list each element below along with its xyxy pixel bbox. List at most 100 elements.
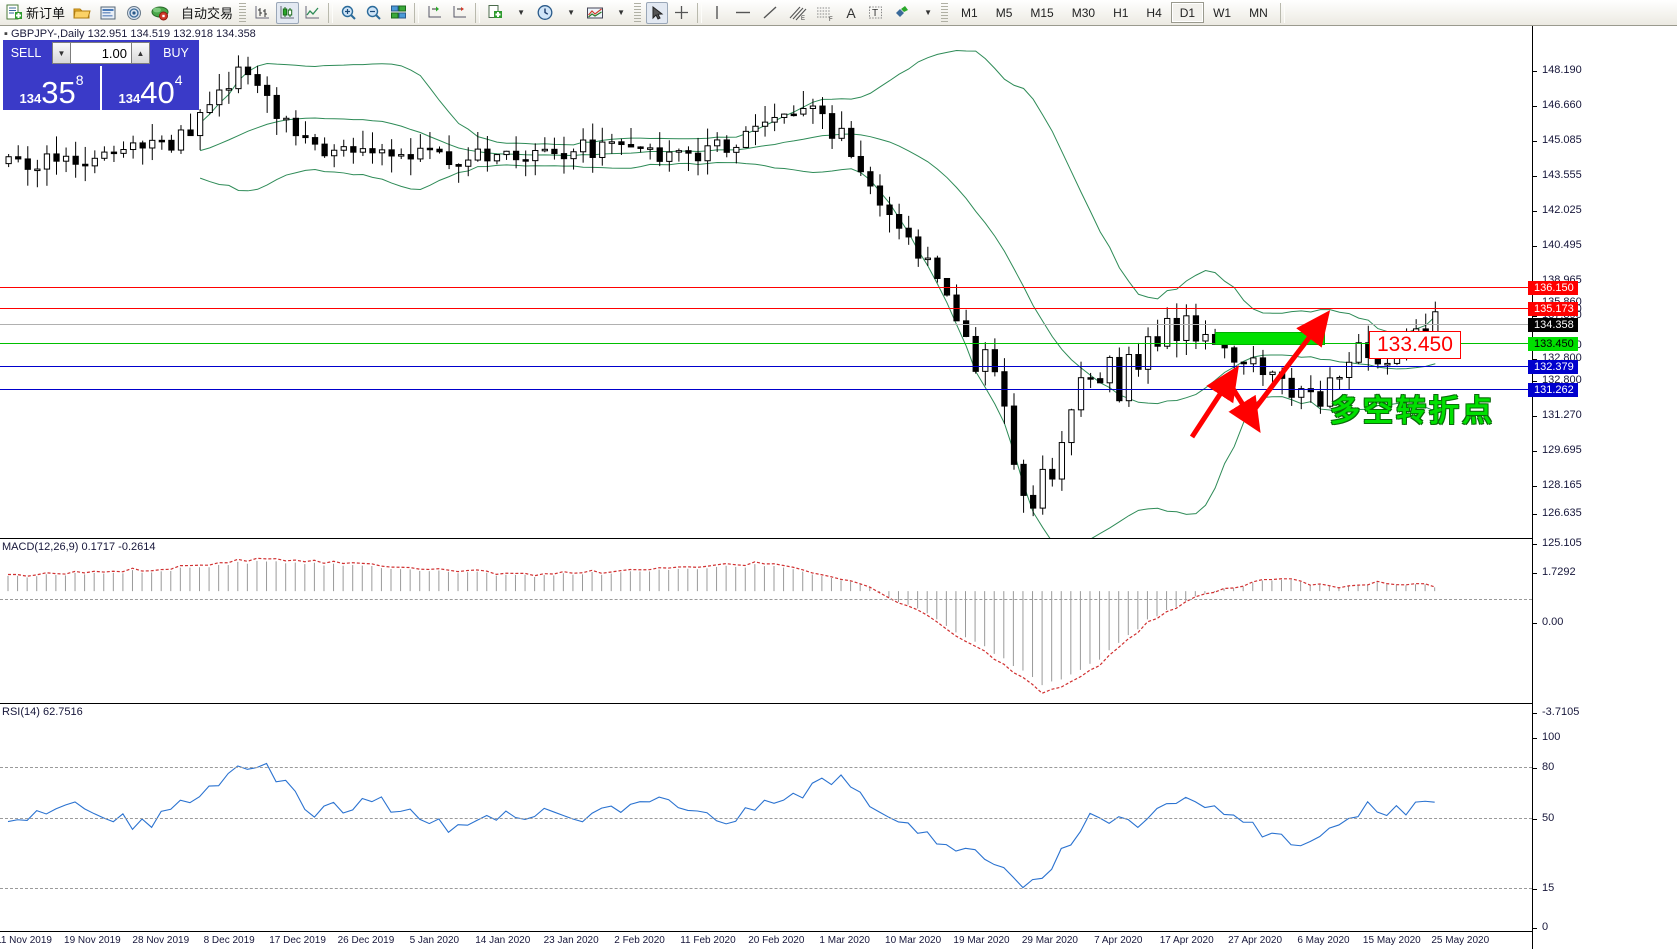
price-scale[interactable]: 148.190 146.660 145.085 143.555 142.025 … [1528, 26, 1677, 949]
level-line-136150[interactable] [0, 287, 1532, 288]
candle-body [532, 150, 539, 162]
candle-body [197, 112, 204, 137]
indicators-icon[interactable] [583, 2, 607, 24]
candle-body [15, 156, 22, 160]
timeframe-mn[interactable]: MN [1249, 5, 1268, 20]
candle-body [436, 148, 443, 153]
rsi-tick-80: 80 [1533, 761, 1554, 773]
candle-body [177, 129, 185, 151]
candle-body [1030, 494, 1037, 509]
equidistant-channel-icon[interactable]: E [784, 2, 810, 24]
line-chart-icon[interactable] [301, 2, 324, 24]
toolbar-grip[interactable] [239, 3, 247, 22]
shapes-icon[interactable] [889, 2, 914, 24]
price-annotation-box[interactable]: 133.450 [1369, 331, 1461, 359]
candle-body [1269, 371, 1276, 376]
candle-body [771, 116, 778, 123]
highlight-zone-rectangle[interactable] [1215, 332, 1325, 345]
sell-button[interactable]: SELL [3, 40, 49, 66]
chevron-down-icon-2[interactable]: ▼ [567, 8, 575, 17]
timeframe-m5[interactable]: M5 [995, 5, 1013, 20]
market-icon[interactable] [148, 2, 173, 24]
buy-button[interactable]: BUY [153, 40, 199, 66]
candle-body [1097, 378, 1104, 384]
candle-body [1068, 409, 1075, 444]
price-tag-136150[interactable]: 136.150 [1528, 281, 1578, 295]
level-line-131262[interactable] [0, 389, 1532, 390]
candle-body [206, 104, 213, 114]
timeframe-h4[interactable]: H4 [1146, 5, 1162, 20]
periods-icon[interactable] [533, 2, 557, 24]
data-window-icon[interactable] [484, 2, 507, 24]
rsi-level-50 [0, 818, 1532, 819]
timeframe-d1[interactable]: D1 [1170, 2, 1205, 23]
candle-body [1231, 347, 1238, 363]
bb-middle [199, 117, 1436, 405]
signals-icon[interactable] [122, 2, 146, 24]
price-tick: 128.165 [1533, 479, 1582, 491]
candle-chart-icon[interactable] [276, 1, 300, 24]
chart-end-shift-icon[interactable] [448, 2, 471, 24]
price-tag-132379[interactable]: 132.379 [1528, 360, 1578, 374]
chart-shift-icon[interactable] [387, 2, 410, 24]
buy-price-quote[interactable]: 134 40 4 [100, 66, 199, 110]
toolbar-grip-2[interactable] [634, 3, 642, 22]
price-tag-133450[interactable]: 133.450 [1528, 337, 1578, 351]
price-tag-135173[interactable]: 135.173 [1528, 302, 1578, 316]
timeframe-h1[interactable]: H1 [1113, 5, 1129, 20]
candle-body [1288, 377, 1295, 398]
chevron-down-icon-3[interactable]: ▼ [617, 8, 625, 17]
sell-price-quote[interactable]: 134 35 8 [3, 66, 100, 110]
timeframe-w1[interactable]: W1 [1213, 5, 1232, 20]
chart-window[interactable]: ▪ GBPJPY-,Daily 132.951 134.519 132.918 … [0, 26, 1677, 949]
timeframe-m15[interactable]: M15 [1030, 5, 1054, 20]
timeframe-m30[interactable]: M30 [1071, 5, 1096, 20]
candle-body [484, 148, 491, 162]
trendline-icon[interactable] [758, 2, 782, 24]
timeframe-m1[interactable]: M1 [961, 5, 978, 20]
candle-body [101, 151, 108, 159]
candle-body [580, 139, 587, 153]
chevron-down-icon[interactable]: ▼ [517, 8, 525, 17]
vline-icon[interactable] [706, 2, 728, 24]
zoom-in-icon[interactable] [337, 2, 360, 24]
volume-stepper[interactable]: ▼ 1.00 ▲ [49, 40, 153, 66]
candle-body [244, 66, 252, 76]
chinese-annotation-text[interactable]: 多空转折点 [1330, 394, 1495, 429]
date-tick-label: 11 Nov 2019 [0, 935, 52, 946]
price-plot [5, 49, 1439, 538]
date-tick-label: 19 Mar 2020 [953, 935, 1010, 946]
crosshair-icon[interactable] [670, 2, 693, 24]
level-line-135173[interactable] [0, 308, 1532, 309]
level-line-133450[interactable] [0, 343, 1532, 344]
auto-scroll-icon[interactable] [423, 2, 446, 24]
toolbar-separator-2 [414, 2, 420, 23]
text-label-icon[interactable]: T [864, 2, 887, 24]
volume-increase-icon[interactable]: ▲ [131, 42, 150, 64]
hline-icon[interactable] [730, 2, 756, 24]
date-axis[interactable]: 11 Nov 2019 19 Nov 2019 28 Nov 2019 8 Dec 2… [0, 931, 1532, 949]
level-line-132379[interactable] [0, 366, 1532, 367]
candle-body [522, 159, 529, 162]
candle-body [43, 153, 51, 170]
folder-icon[interactable] [70, 2, 94, 24]
candle-body [1010, 405, 1018, 465]
text-icon[interactable]: A [846, 4, 856, 21]
price-tag-131262[interactable]: 131.262 [1528, 383, 1578, 397]
bar-chart-icon[interactable] [251, 2, 274, 24]
new-order-button[interactable]: 新订单 [3, 2, 68, 24]
zoom-out-icon[interactable] [362, 2, 385, 24]
volume-decrease-icon[interactable]: ▼ [52, 42, 71, 64]
cursor-icon[interactable] [646, 1, 669, 24]
chevron-down-icon-4[interactable]: ▼ [924, 8, 932, 17]
octp-top-row: SELL ▼ 1.00 ▲ BUY [3, 40, 199, 66]
terminal-icon[interactable] [96, 2, 120, 24]
one-click-trading-panel[interactable]: SELL ▼ 1.00 ▲ BUY 134 35 8 134 40 4 [3, 40, 199, 110]
candle-body [637, 146, 644, 149]
candle-body [991, 349, 998, 373]
toolbar-grip-3[interactable] [941, 3, 949, 22]
autotrade-button[interactable]: 自动交易 [175, 2, 236, 24]
candle-body [848, 127, 855, 157]
volume-input[interactable]: 1.00 [71, 42, 131, 64]
fibo-icon[interactable]: F [812, 2, 838, 24]
